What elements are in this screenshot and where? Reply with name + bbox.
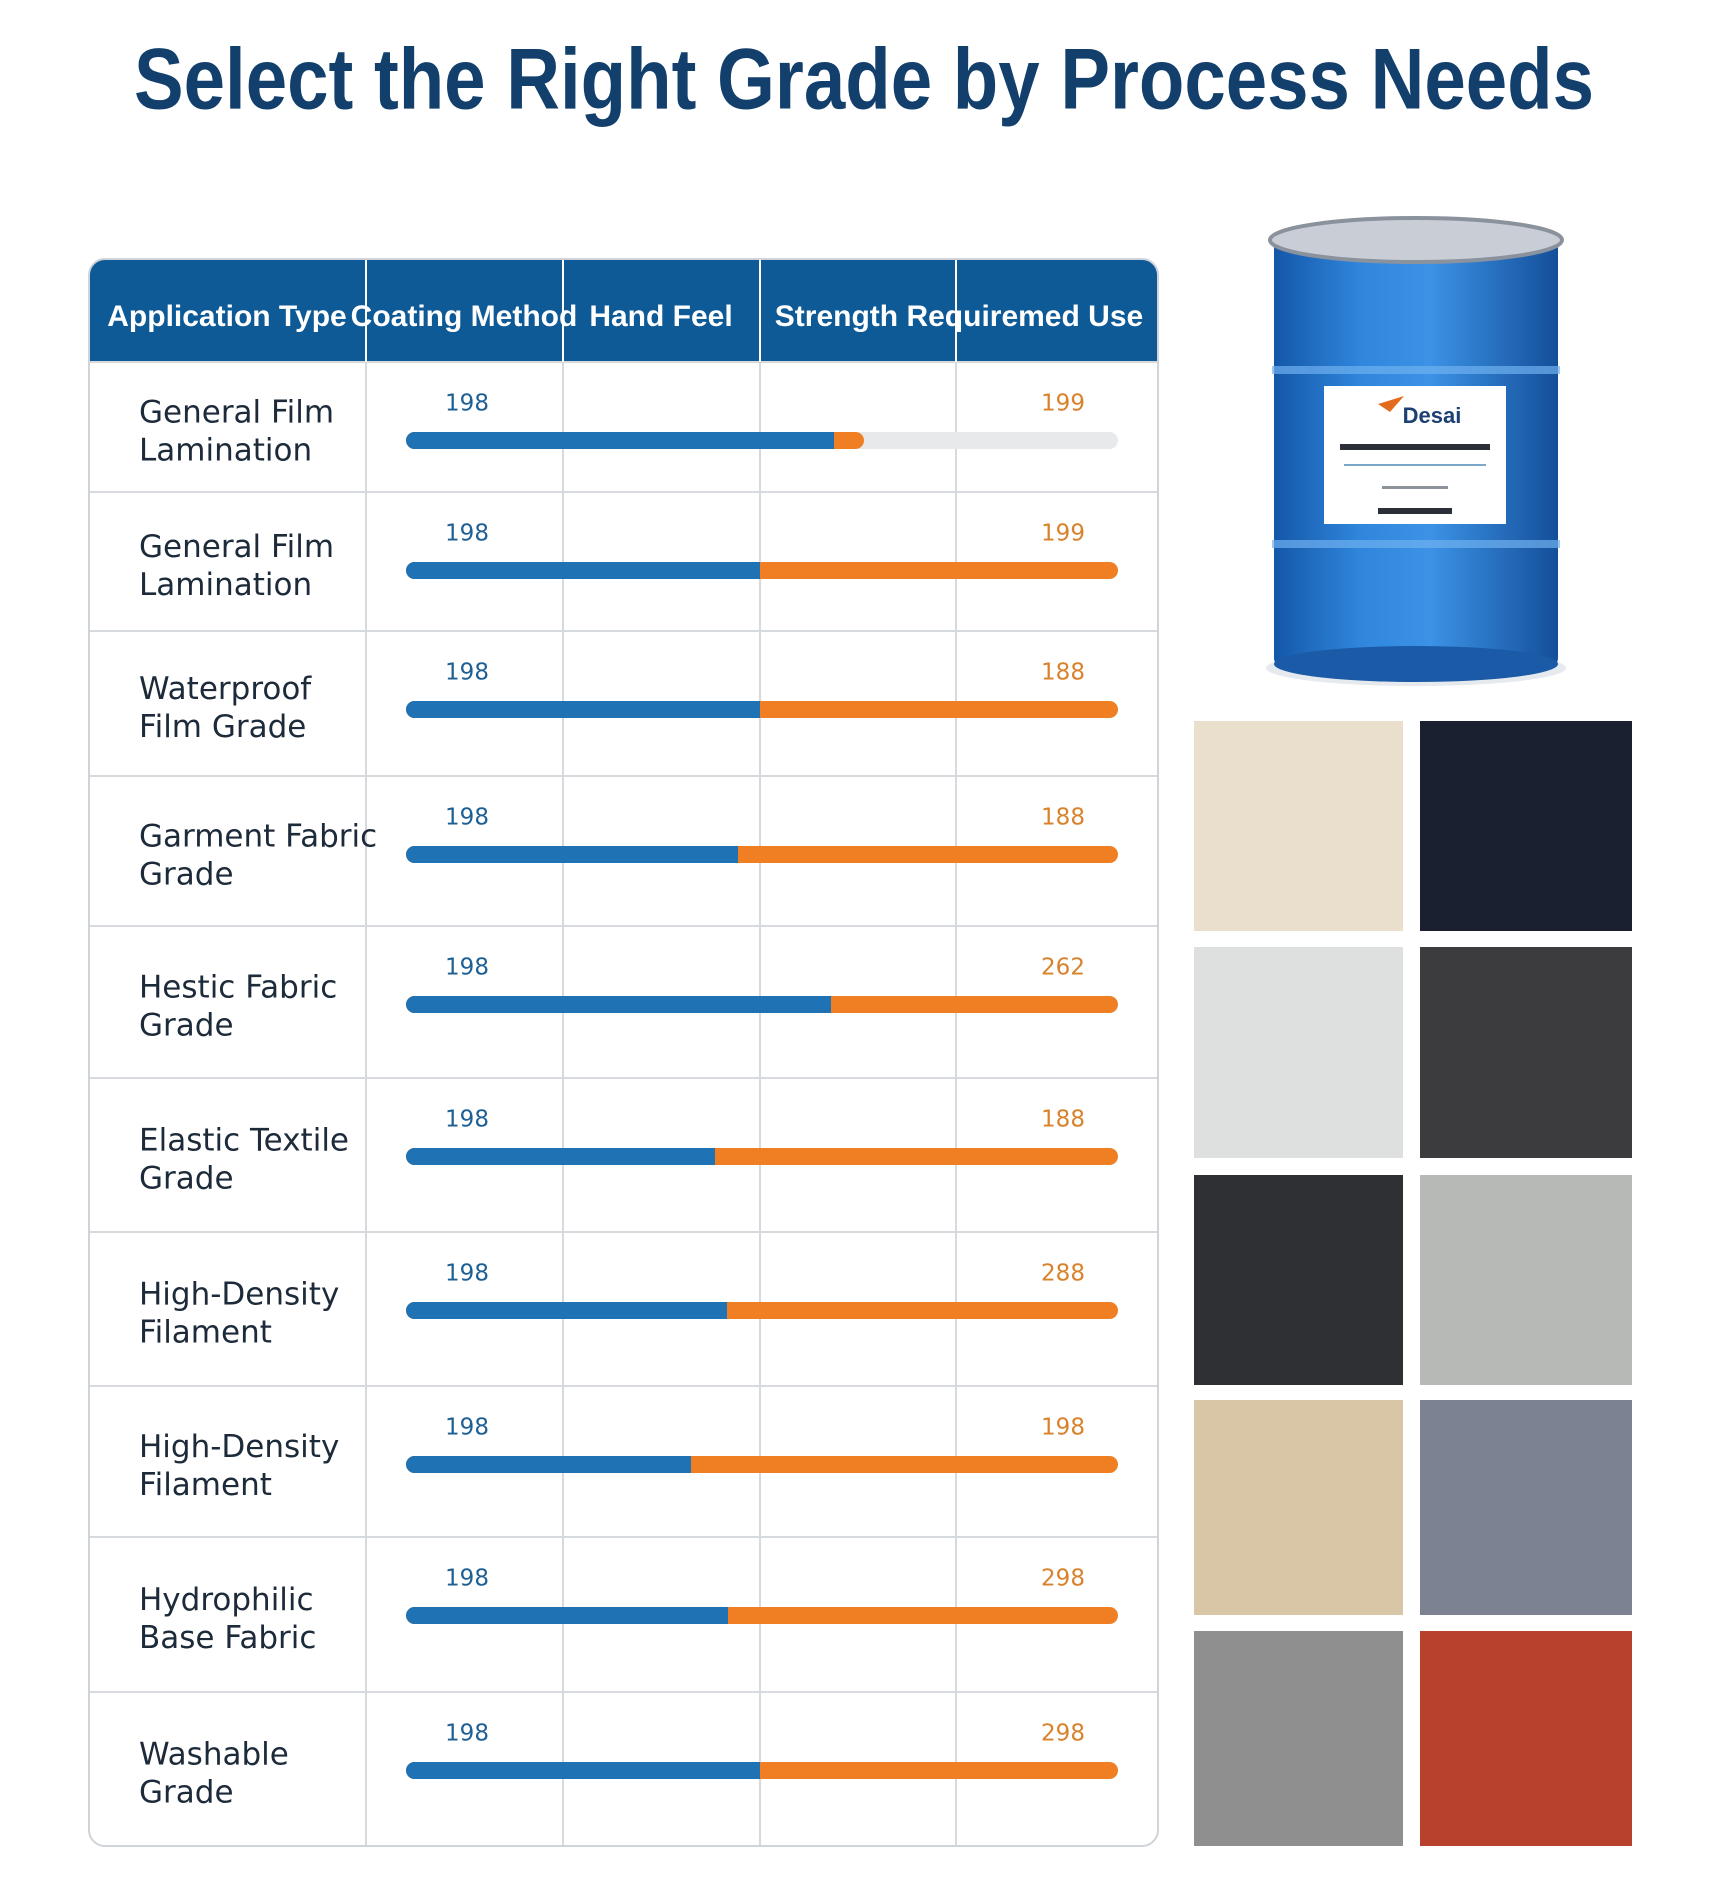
row-label: Grade [139, 1161, 234, 1197]
drum-rib [1272, 540, 1560, 548]
drum-rib [1272, 366, 1560, 374]
left-value: 198 [445, 955, 489, 981]
right-value: 198 [1041, 1415, 1085, 1441]
bar-blue [406, 1607, 728, 1624]
right-value: 188 [1041, 660, 1085, 686]
swatch [1194, 1400, 1403, 1615]
bar-blue [406, 701, 760, 718]
table-header [89, 259, 1158, 362]
swatch [1194, 947, 1403, 1158]
row-label: Grade [139, 1775, 234, 1811]
right-value: 199 [1041, 391, 1085, 417]
row-label: Grade [139, 857, 234, 893]
drum-bottom [1274, 646, 1558, 682]
bar-blue [406, 1456, 691, 1473]
left-value: 198 [445, 391, 489, 417]
bar-blue [406, 1762, 760, 1779]
bar-blue-join [817, 432, 834, 449]
left-value: 198 [445, 805, 489, 831]
row-label: Lamination [139, 567, 312, 603]
swatch [1420, 1400, 1632, 1615]
table-border [88, 258, 1159, 1847]
row-label: High-Density [139, 1277, 339, 1313]
row-label: Elastic Textile [139, 1123, 349, 1159]
swatch [1194, 1631, 1403, 1846]
bar-blue [406, 562, 760, 579]
bar-blue-join [711, 1607, 728, 1624]
left-value: 198 [445, 521, 489, 547]
row-label: Filament [139, 1315, 272, 1351]
drum-lid [1268, 216, 1564, 264]
bar-blue [406, 432, 834, 449]
column-header: Application Type [107, 300, 346, 333]
left-value: 198 [445, 660, 489, 686]
brand-name: Desai [1403, 403, 1462, 428]
left-value: 198 [445, 1566, 489, 1592]
bar-blue [406, 996, 831, 1013]
row-label: Filament [139, 1467, 272, 1503]
label-line [1378, 508, 1452, 514]
right-value: 288 [1041, 1261, 1085, 1287]
bar-blue-join [710, 1302, 727, 1319]
column-header: Hand Feel [589, 300, 732, 333]
swatch [1420, 1175, 1632, 1385]
column-header: Coating Method [351, 300, 578, 333]
row-label: Grade [139, 1008, 234, 1044]
row-label: High-Density [139, 1429, 339, 1465]
bar-blue-join [698, 1148, 715, 1165]
row-label: Lamination [139, 433, 312, 469]
swatch [1194, 1175, 1403, 1385]
row-label: Hestic Fabric [139, 970, 337, 1006]
brand-logo [1378, 396, 1404, 412]
row-label: Washable [139, 1737, 289, 1773]
row-label: Base Fabric [139, 1620, 316, 1656]
bar-blue [406, 846, 738, 863]
grade-table: Application Type Coating Method Hand Feel S… [89, 259, 1158, 1846]
table-background [89, 259, 1158, 1846]
label-line [1340, 444, 1490, 450]
swatch [1194, 721, 1403, 931]
bar-blue-join [743, 1762, 760, 1779]
right-value: 298 [1041, 1721, 1085, 1747]
right-value: 199 [1041, 521, 1085, 547]
drum-label [1324, 386, 1506, 524]
label-line [1344, 464, 1486, 466]
bar-blue [406, 1148, 715, 1165]
fabric-swatches [1194, 721, 1632, 1846]
left-value: 198 [445, 1415, 489, 1441]
bar-blue-join [814, 996, 831, 1013]
bar-blue [406, 1302, 727, 1319]
right-value: 188 [1041, 805, 1085, 831]
left-value: 198 [445, 1107, 489, 1133]
row-label: General Film [139, 395, 334, 431]
right-value: 188 [1041, 1107, 1085, 1133]
swatch [1420, 721, 1632, 931]
row-label: Garment Fabric [139, 819, 377, 855]
row-label: Hydrophilic [139, 1582, 314, 1618]
swatch [1420, 1631, 1632, 1846]
row-label: General Film [139, 529, 334, 565]
bar-blue-join [721, 846, 738, 863]
bar-blue-join [743, 701, 760, 718]
swatch [1420, 947, 1632, 1158]
left-value: 198 [445, 1721, 489, 1747]
page-title: Select the Right Grade by Process Needs [134, 32, 1594, 128]
right-value: 298 [1041, 1566, 1085, 1592]
label-line [1382, 486, 1448, 489]
product-drum: Desai [1266, 216, 1566, 686]
column-header: Strength Requiremed Use [775, 300, 1143, 333]
left-value: 198 [445, 1261, 489, 1287]
row-label: Film Grade [139, 709, 306, 745]
right-value: 262 [1041, 955, 1085, 981]
row-label: Waterproof [139, 671, 312, 707]
bar-blue-join [743, 562, 760, 579]
bar-blue-join [674, 1456, 691, 1473]
